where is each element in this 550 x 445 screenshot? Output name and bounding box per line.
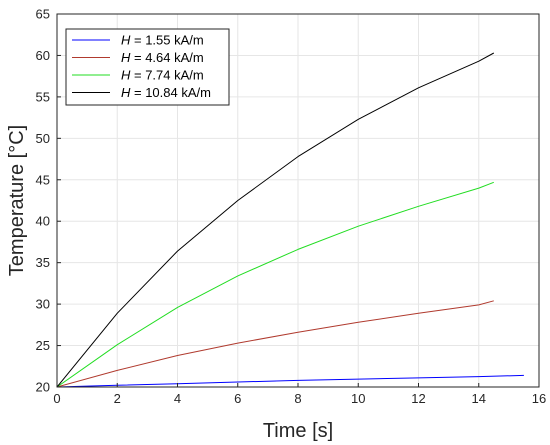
series-line-3 — [56, 181, 494, 388]
x-tick-label: 16 — [532, 391, 546, 406]
y-tick-label: 65 — [36, 7, 50, 22]
y-tick-label: 25 — [36, 338, 50, 353]
x-axis-label: Time [s] — [263, 420, 333, 442]
legend-entry-label: H = 1.55 kA/m — [121, 33, 204, 48]
x-tick-label: 6 — [234, 391, 241, 406]
y-axis-label: Temperature [°C] — [6, 125, 28, 276]
x-tick-label: 0 — [53, 391, 60, 406]
series-line-4 — [56, 52, 495, 388]
axis-ticks: 0 2 4 6 8 10 12 14 16 20 25 30 35 40 45 50 55 60 65 — [36, 7, 547, 407]
legend-entry-label: H = 4.64 kA/m — [121, 50, 204, 65]
x-tick-label: 8 — [294, 391, 301, 406]
x-tick-label: 2 — [114, 391, 121, 406]
x-tick-label: 14 — [472, 391, 486, 406]
y-tick-label: 30 — [36, 297, 50, 312]
legend-entry-label: H = 10.84 kA/m — [121, 85, 211, 100]
y-tick-label: 40 — [36, 214, 50, 229]
grid-lines — [57, 14, 539, 387]
series-line-1 — [56, 374, 524, 388]
y-tick-label: 50 — [36, 131, 50, 146]
y-tick-label: 35 — [36, 255, 50, 270]
y-tick-label: 20 — [36, 380, 50, 395]
y-tick-label: 60 — [36, 48, 50, 63]
legend-entry-label: H = 7.74 kA/m — [121, 68, 204, 83]
x-tick-label: 12 — [411, 391, 425, 406]
x-tick-label: 4 — [174, 391, 181, 406]
series-line-2 — [56, 300, 494, 388]
series-lines — [56, 52, 524, 388]
legend: H = 1.55 kA/m H = 4.64 kA/m H = 7.74 kA/m H… — [65, 28, 230, 106]
y-tick-label: 45 — [36, 172, 50, 187]
y-tick-label: 55 — [36, 89, 50, 104]
x-tick-label: 10 — [351, 391, 365, 406]
